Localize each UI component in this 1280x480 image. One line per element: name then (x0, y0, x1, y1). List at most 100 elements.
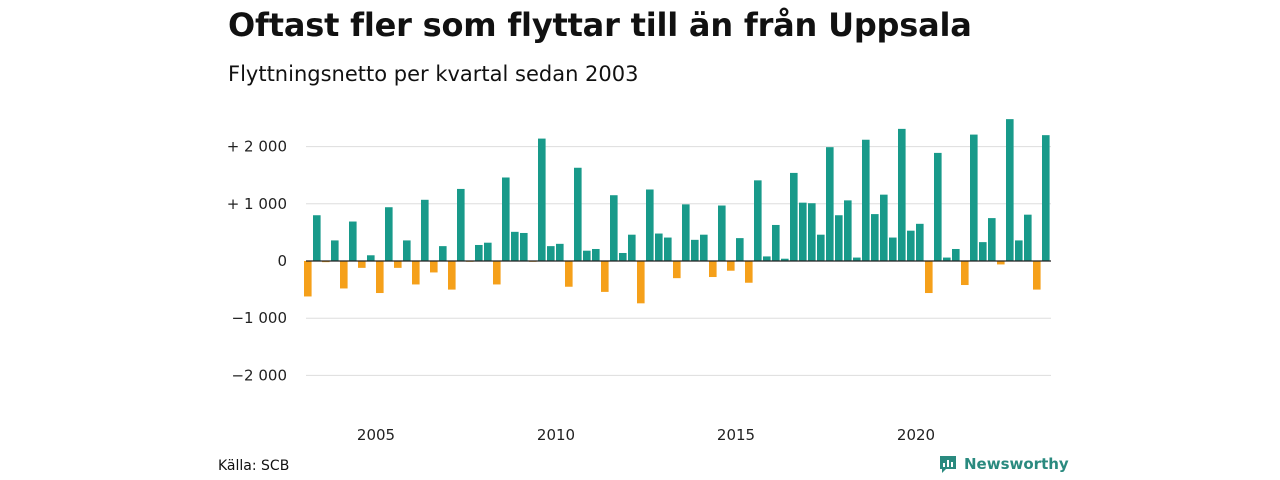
bar (889, 237, 897, 261)
bar (520, 232, 528, 261)
bar (1015, 240, 1023, 261)
grid-lines (306, 146, 1051, 376)
x-tick-label: 2010 (537, 426, 575, 444)
bar (475, 244, 483, 261)
bar (862, 139, 870, 261)
bar (340, 261, 348, 289)
bar (1006, 119, 1014, 261)
bar (736, 238, 744, 261)
bar (871, 214, 879, 261)
bar (511, 231, 519, 261)
bar (601, 261, 609, 292)
x-axis: 2005 2010 2015 2020 (357, 426, 935, 444)
bar (961, 261, 969, 286)
bar (673, 261, 681, 279)
bar (583, 250, 591, 261)
chart-subtitle: Flyttningsnetto per kvartal sedan 2003 (228, 62, 639, 86)
bar (331, 240, 339, 261)
bar (754, 180, 762, 261)
bar (646, 189, 654, 261)
bar (376, 261, 384, 294)
bar (565, 261, 573, 287)
bar (385, 207, 393, 261)
bar (1042, 135, 1050, 261)
bar (493, 261, 501, 285)
bar (943, 257, 951, 261)
bar (556, 243, 564, 261)
bar (763, 256, 771, 261)
bar (349, 221, 357, 261)
bar (934, 152, 942, 261)
bar (628, 234, 636, 261)
bar (790, 172, 798, 261)
bars (304, 119, 1050, 304)
bar (979, 242, 987, 261)
bar (1033, 261, 1041, 290)
x-tick-label: 2015 (717, 426, 755, 444)
bar (547, 246, 555, 261)
bar (844, 200, 852, 261)
bar (304, 261, 312, 297)
x-tick-label: 2020 (897, 426, 935, 444)
brand-name: Newsworthy (964, 455, 1069, 473)
y-tick-label: + 2 000 (227, 138, 287, 156)
bar (655, 233, 663, 261)
bar (538, 138, 546, 261)
bar (709, 261, 717, 278)
bar (637, 261, 645, 304)
chart-logo-icon (940, 456, 956, 473)
bar (484, 242, 492, 261)
bar (313, 215, 321, 261)
bar (970, 134, 978, 261)
bar (880, 194, 888, 261)
bar (745, 261, 753, 283)
bar (394, 261, 402, 268)
bar (403, 240, 411, 261)
bar (772, 224, 780, 261)
y-tick-label: −2 000 (231, 366, 287, 384)
bar (799, 202, 807, 261)
bar (412, 261, 420, 285)
bar (727, 261, 735, 271)
bar (358, 261, 366, 268)
brand-logo: Newsworthy (938, 454, 1069, 474)
bar (826, 147, 834, 261)
bar (907, 230, 915, 261)
source-note: Källa: SCB (218, 458, 290, 474)
bar (682, 204, 690, 261)
bar (421, 199, 429, 261)
bar (610, 195, 618, 261)
chart-title: Oftast fler som flyttar till än från Upp… (228, 6, 972, 44)
bar (817, 234, 825, 261)
y-tick-label: −1 000 (231, 309, 287, 327)
bar (592, 248, 600, 261)
y-tick-label: 0 (277, 252, 287, 270)
bar (502, 177, 510, 261)
bar (781, 258, 789, 261)
bar (997, 261, 1005, 265)
bar (700, 234, 708, 261)
bar-chart: + 2 000 + 1 000 0 −1 000 −2 000 2005 2010 2015… (227, 119, 1051, 444)
bar (808, 203, 816, 261)
bar (439, 246, 447, 261)
bar (952, 248, 960, 261)
bar (664, 237, 672, 261)
bar (898, 128, 906, 261)
bar (988, 218, 996, 261)
x-tick-label: 2005 (357, 426, 395, 444)
bar (574, 167, 582, 261)
bar (925, 261, 933, 294)
bar (1024, 214, 1032, 261)
bar (619, 252, 627, 261)
bar (367, 255, 375, 261)
bar (835, 215, 843, 261)
bar (448, 261, 456, 290)
bar (691, 239, 699, 261)
bar (718, 205, 726, 261)
bar (430, 261, 438, 273)
bar (916, 223, 924, 261)
bar (457, 188, 465, 261)
bar (853, 257, 861, 261)
y-tick-label: + 1 000 (227, 195, 287, 213)
y-axis: + 2 000 + 1 000 0 −1 000 −2 000 (227, 138, 287, 385)
